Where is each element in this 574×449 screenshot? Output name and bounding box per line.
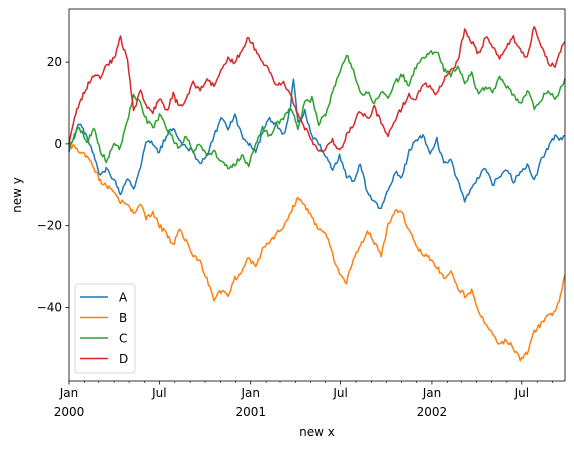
x-tick-label: Jul	[332, 386, 347, 400]
x-tick-year-label: 2000	[54, 405, 85, 419]
x-tick-label: Jan	[240, 386, 260, 400]
x-tick-label: Jan	[422, 386, 442, 400]
series-line-c	[68, 50, 566, 170]
y-axis-ticks: 20 0 −20 −40	[37, 55, 69, 314]
y-tick-label: 20	[47, 55, 62, 69]
axes-frame	[68, 8, 566, 382]
legend-label-c: C	[119, 332, 127, 346]
y-tick-label: 0	[54, 137, 62, 151]
x-tick-label: Jul	[151, 386, 166, 400]
legend-label-d: D	[119, 352, 128, 366]
series-line-d	[68, 25, 566, 153]
legend-box	[74, 283, 136, 374]
x-tick-year-label: 2001	[235, 405, 266, 419]
series-line-a	[68, 78, 566, 210]
legend-label-a: A	[119, 291, 128, 305]
x-tick-year-label: 2002	[417, 405, 448, 419]
series-line-b	[68, 142, 566, 362]
y-axis-label: new y	[10, 177, 24, 213]
x-axis-ticks: Jan 2000 Jul Jan 2001 Jul Jan 2002 Jul	[54, 381, 553, 419]
x-axis-label: new x	[299, 425, 335, 439]
x-tick-label: Jan	[59, 386, 79, 400]
x-tick-label: Jul	[514, 386, 529, 400]
plot-lines	[68, 25, 566, 362]
y-tick-label: −40	[37, 300, 62, 314]
legend-label-b: B	[119, 311, 127, 325]
y-tick-label: −20	[37, 219, 62, 233]
